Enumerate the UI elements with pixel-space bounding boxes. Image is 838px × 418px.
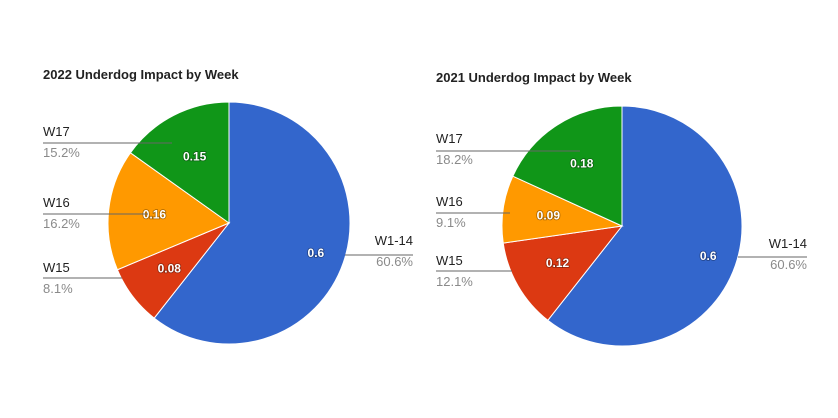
slice-percent-label-w16: 9.1%	[436, 215, 466, 230]
pie-slice-w17	[512, 105, 623, 227]
slice-name-label-w16: W16	[43, 195, 70, 210]
slice-percent-label-w16: 16.2%	[43, 216, 80, 231]
slice-value-label-w17: 0.18	[570, 156, 594, 170]
slice-name-label-w17: W17	[43, 124, 70, 139]
slice-value-label-w16: 0.16	[143, 208, 167, 222]
slice-value-label-w1-14: 0.6	[700, 249, 717, 263]
slice-value-label-w17: 0.15	[183, 149, 207, 163]
slice-percent-label-w1-14: 60.6%	[376, 254, 413, 269]
slice-percent-label-w17: 15.2%	[43, 145, 80, 160]
slice-value-label-w15: 0.12	[546, 256, 570, 270]
slice-name-label-w15: W15	[436, 253, 463, 268]
slice-name-label-w1-14: W1-14	[375, 233, 413, 248]
chart-title: 2022 Underdog Impact by Week	[43, 67, 239, 82]
slice-name-label-w17: W17	[436, 131, 463, 146]
slice-percent-label-w15: 12.1%	[436, 274, 473, 289]
slice-name-label-w1-14: W1-14	[769, 236, 807, 251]
slice-value-label-w16: 0.09	[537, 208, 561, 222]
chart-title: 2021 Underdog Impact by Week	[436, 70, 632, 85]
slice-percent-label-w17: 18.2%	[436, 152, 473, 167]
pie-slice-w17	[129, 101, 230, 224]
slice-name-label-w16: W16	[436, 194, 463, 209]
pie-slice-w15	[502, 225, 624, 322]
pie-slice-w1-14	[153, 101, 351, 345]
pie-slice-w16	[107, 152, 231, 271]
slice-value-label-w15: 0.08	[158, 261, 182, 275]
pie-chart-2: 2021 Underdog Impact by Week 0.6 0.12 0.09 0…	[436, 70, 807, 347]
pie-chart-1: 2022 Underdog Impact by Week 0.6 0.08 0.16 0…	[43, 67, 413, 345]
slice-percent-label-w1-14: 60.6%	[770, 257, 807, 272]
pie-slice-w1-14	[547, 105, 743, 347]
slice-value-label-w1-14: 0.6	[308, 246, 325, 260]
slice-percent-label-w15: 8.1%	[43, 281, 73, 296]
slice-name-label-w15: W15	[43, 260, 70, 275]
